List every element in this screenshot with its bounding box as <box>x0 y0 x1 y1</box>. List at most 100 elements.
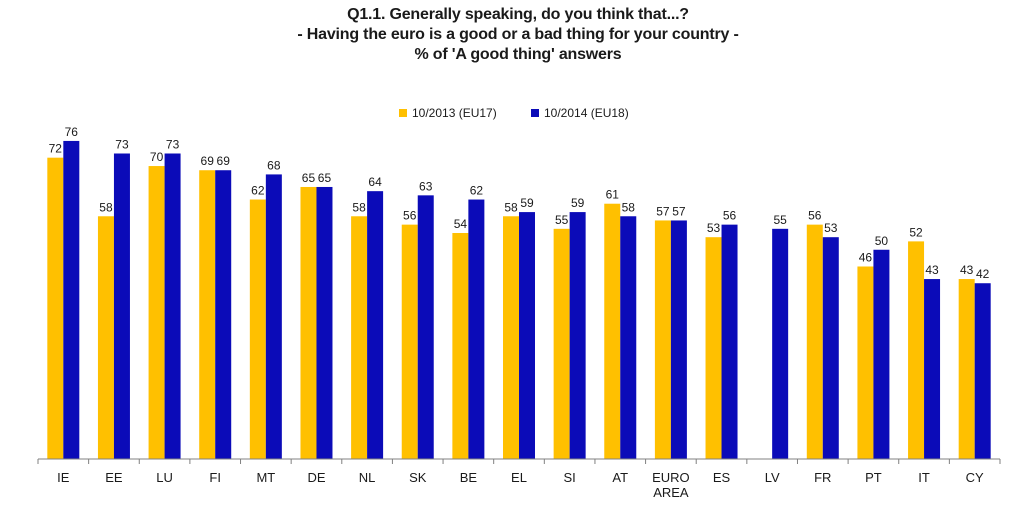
x-tick-label-1: EE <box>105 470 123 485</box>
bar-2-7 <box>417 195 434 459</box>
bar-2-18 <box>974 283 991 459</box>
x-tick-label-18: CY <box>966 470 984 485</box>
data-label-1-7: 56 <box>403 209 417 223</box>
data-label-1-6: 58 <box>352 200 366 214</box>
data-label-1-12: 57 <box>656 204 670 218</box>
data-label-1-17: 52 <box>909 225 923 239</box>
bar-2-4 <box>265 174 282 460</box>
data-label-2-8: 62 <box>470 184 484 198</box>
bar-2-6 <box>367 191 384 459</box>
data-label-2-0: 76 <box>65 125 79 139</box>
bar-2-14 <box>772 228 789 459</box>
x-tick-label-17: IT <box>918 470 930 485</box>
bar-2-12 <box>670 220 687 459</box>
bar-1-13 <box>705 237 722 459</box>
legend: 10/2013 (EU17) 10/2014 (EU18) <box>0 106 1036 122</box>
bar-2-10 <box>569 212 586 459</box>
x-tick-label-0: IE <box>57 470 70 485</box>
data-label-2-1: 73 <box>115 137 129 151</box>
data-label-2-3: 69 <box>217 154 231 168</box>
x-tick-label-6: NL <box>359 470 376 485</box>
x-tick-label-5: DE <box>307 470 325 485</box>
data-label-2-15: 53 <box>824 221 838 235</box>
data-label-1-10: 55 <box>555 213 569 227</box>
bar-1-0 <box>47 157 64 459</box>
data-label-1-16: 46 <box>859 250 873 264</box>
data-label-1-15: 56 <box>808 209 822 223</box>
x-tick-label-4: MT <box>256 470 275 485</box>
bar-2-15 <box>822 237 839 459</box>
legend-label-series-1: 10/2013 (EU17) <box>412 106 497 120</box>
legend-item-series-2: 10/2014 (EU18) <box>531 106 629 120</box>
data-label-2-11: 58 <box>622 200 636 214</box>
bar-2-17 <box>924 279 941 459</box>
data-label-2-12: 57 <box>672 204 686 218</box>
bar-1-6 <box>351 216 368 459</box>
x-tick-label-13: ES <box>713 470 731 485</box>
x-tick-label-15: FR <box>814 470 831 485</box>
bar-2-16 <box>873 249 890 459</box>
bar-2-8 <box>468 199 485 459</box>
x-tick-label-10: SI <box>563 470 575 485</box>
data-label-2-17: 43 <box>925 263 939 277</box>
bar-1-4 <box>249 199 266 459</box>
data-label-2-14: 55 <box>773 213 787 227</box>
data-label-1-2: 70 <box>150 150 164 164</box>
bar-1-8 <box>452 233 469 459</box>
chart-title-line-3: % of 'A good thing' answers <box>414 46 622 63</box>
bar-2-1 <box>113 153 130 459</box>
x-tick-label-12-0: EURO <box>652 470 690 485</box>
data-label-2-4: 68 <box>267 158 281 172</box>
bar-2-13 <box>721 224 738 459</box>
legend-label-series-2: 10/2014 (EU18) <box>544 106 629 120</box>
bar-2-9 <box>519 212 535 459</box>
bar-1-12 <box>654 220 671 459</box>
data-label-2-9: 59 <box>520 196 534 210</box>
chart-title-line-2: - Having the euro is a good or a bad thi… <box>297 26 739 43</box>
bar-1-16 <box>857 266 874 459</box>
bar-1-5 <box>300 186 317 459</box>
bar-1-1 <box>97 216 114 459</box>
legend-swatch-series-1 <box>399 109 407 117</box>
data-label-1-0: 72 <box>49 142 63 156</box>
data-label-2-5: 65 <box>318 171 332 185</box>
data-label-2-6: 64 <box>368 175 382 189</box>
bar-1-11 <box>604 203 621 459</box>
bar-1-17 <box>908 241 925 459</box>
bar-1-7 <box>401 224 418 459</box>
bar-2-5 <box>316 186 333 459</box>
x-tick-label-14: LV <box>765 470 780 485</box>
chart-title-line-1: Q1.1. Generally speaking, do you think t… <box>347 6 689 23</box>
data-label-1-8: 54 <box>454 217 468 231</box>
data-label-1-1: 58 <box>99 200 113 214</box>
data-label-1-18: 43 <box>960 263 974 277</box>
data-label-2-7: 63 <box>419 179 433 193</box>
bar-1-10 <box>553 228 570 459</box>
data-label-1-9: 58 <box>504 200 518 214</box>
data-label-1-5: 65 <box>302 171 316 185</box>
bar-2-0 <box>63 140 80 459</box>
data-label-2-2: 73 <box>166 137 180 151</box>
data-label-1-3: 69 <box>201 154 215 168</box>
x-tick-label-16: PT <box>865 470 882 485</box>
bar-1-15 <box>806 224 823 459</box>
x-tick-label-12-1: AREA <box>653 485 689 500</box>
data-label-1-13: 53 <box>707 221 721 235</box>
data-label-2-13: 56 <box>723 209 737 223</box>
bar-1-9 <box>503 216 519 459</box>
legend-item-series-1: 10/2013 (EU17) <box>399 106 497 120</box>
bar-1-18 <box>958 279 975 459</box>
x-tick-label-11: AT <box>612 470 628 485</box>
data-label-2-16: 50 <box>875 234 889 248</box>
bar-2-3 <box>215 170 232 460</box>
data-label-1-4: 62 <box>251 184 265 198</box>
bar-2-2 <box>164 153 181 459</box>
legend-swatch-series-2 <box>531 109 539 117</box>
x-tick-label-2: LU <box>156 470 173 485</box>
bar-1-2 <box>148 166 165 460</box>
x-tick-label-7: SK <box>409 470 427 485</box>
bar-1-3 <box>199 170 216 460</box>
data-label-1-11: 61 <box>606 188 620 202</box>
